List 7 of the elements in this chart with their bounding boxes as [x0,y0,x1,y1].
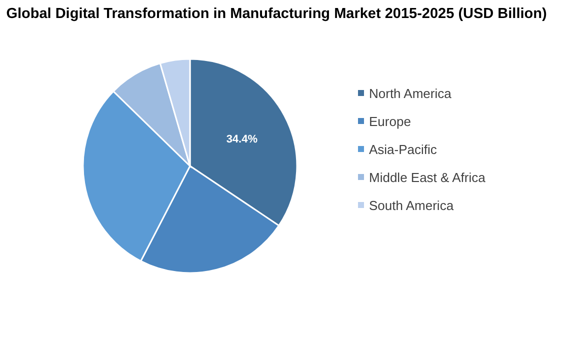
data-label: 34.4% [226,133,258,146]
chart-title: Global Digital Transformation in Manufacturing Market 2015-2025 (USD Billion) [6,6,547,22]
legend-label: Asia-Pacific [369,142,438,157]
legend-label: Middle East & Africa [369,170,486,185]
legend-label: North America [369,86,452,101]
legend-label: Europe [369,114,411,129]
legend-label: South America [369,198,454,213]
